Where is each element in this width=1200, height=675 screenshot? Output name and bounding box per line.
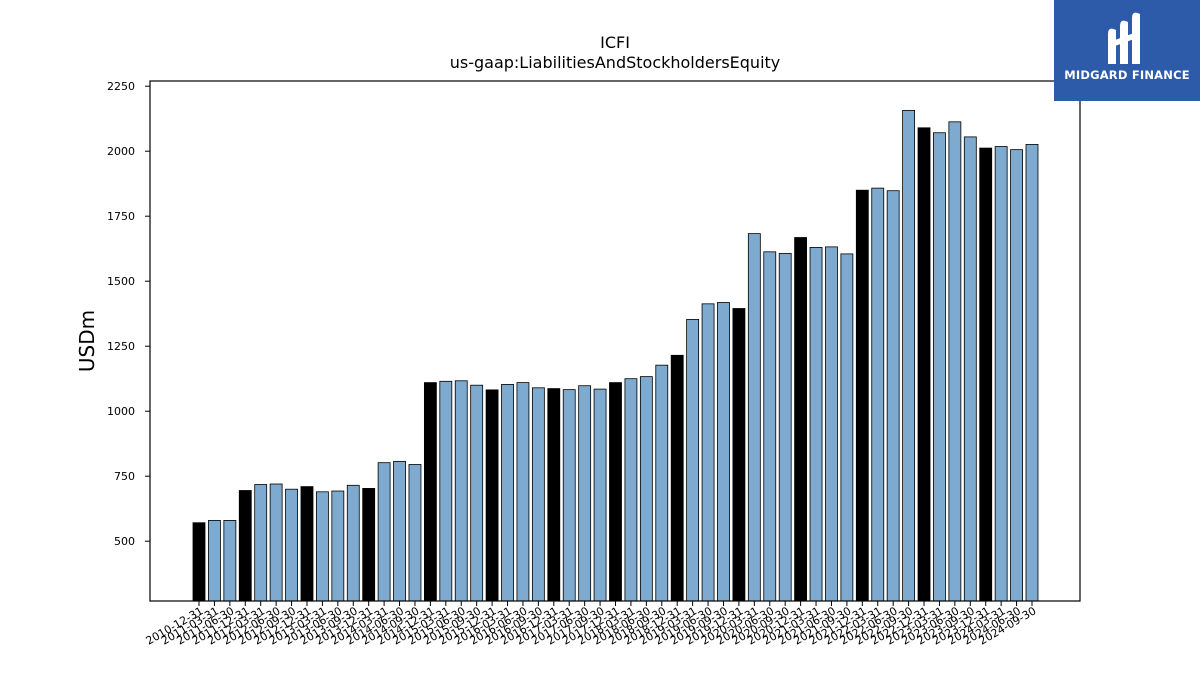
bar-2022-03-31 xyxy=(871,187,885,602)
bar-2015-03-31 xyxy=(439,380,453,602)
bar-2020-06-30 xyxy=(763,251,777,602)
bar-2018-12-31 xyxy=(670,354,684,602)
bar-2015-06-30 xyxy=(454,380,468,602)
bar-2024-09-30 xyxy=(1025,144,1039,602)
midgard-finance-logo: MIDGARD FINANCE xyxy=(1054,0,1200,101)
bar-2014-09-30 xyxy=(408,464,422,602)
bar-2019-09-30 xyxy=(717,302,730,602)
bar-2012-09-30 xyxy=(285,488,298,602)
bar-2017-09-30 xyxy=(593,388,607,602)
chart-subtitle: us-gaap:LiabilitiesAndStockholdersEquity xyxy=(450,53,781,72)
bar-2019-06-30 xyxy=(701,303,715,602)
bar-2023-12-31 xyxy=(979,147,993,602)
bar-2012-03-31 xyxy=(254,484,268,602)
bar-2013-06-30 xyxy=(331,490,345,602)
bar-2019-03-31 xyxy=(686,319,700,602)
bar-2021-12-31 xyxy=(855,189,869,602)
bar-2021-06-30 xyxy=(825,246,838,602)
bar-2021-09-30 xyxy=(840,253,854,602)
bar-2019-12-31 xyxy=(732,308,746,602)
bar-2014-12-31 xyxy=(423,382,437,602)
y-tick-label: 1500 xyxy=(107,275,135,288)
bar-2022-06-30 xyxy=(886,190,900,602)
y-tick-label: 1000 xyxy=(107,405,135,418)
bar-2016-06-30 xyxy=(516,382,530,602)
bar-2017-03-31 xyxy=(562,389,576,602)
bar-2014-06-30 xyxy=(393,460,406,602)
bar-2018-06-30 xyxy=(639,376,653,602)
bar-2014-03-31 xyxy=(377,462,391,602)
y-tick-label: 500 xyxy=(114,535,135,548)
bar-2012-12-31 xyxy=(300,486,314,602)
bar-2021-03-31 xyxy=(809,246,823,602)
bar-2018-09-30 xyxy=(655,364,669,602)
bar-2012-06-30 xyxy=(269,483,283,602)
bar-2011-06-30 xyxy=(223,520,237,602)
bar-2018-03-31 xyxy=(624,378,638,602)
bar-2020-03-31 xyxy=(747,233,761,602)
bar-2013-12-31 xyxy=(362,488,376,602)
bar-2013-09-30 xyxy=(346,484,360,602)
bar-2023-03-31 xyxy=(933,132,946,602)
bar-2024-06-30 xyxy=(1010,149,1023,602)
bar-2020-09-30 xyxy=(778,252,792,602)
bar-2013-03-31 xyxy=(316,491,329,602)
chart-title: ICFI xyxy=(600,33,630,52)
bar-2023-06-30 xyxy=(948,121,962,602)
midgard-logo-icon xyxy=(1108,12,1140,65)
y-axis: 500 750 1000 1250 1500 1750 2000 2250 xyxy=(107,80,150,548)
y-tick-label: 2250 xyxy=(107,80,135,93)
y-tick-label: 1250 xyxy=(107,340,135,353)
bar-2023-09-30 xyxy=(963,136,977,602)
bar-2016-03-31 xyxy=(501,384,514,602)
bar-group xyxy=(192,109,1039,602)
y-tick-label: 750 xyxy=(114,470,135,483)
bar-2020-12-31 xyxy=(794,237,808,602)
bar-2022-09-30 xyxy=(902,109,915,602)
y-axis-label: USDm xyxy=(75,310,99,372)
y-tick-label: 2000 xyxy=(107,145,135,158)
bar-2017-12-31 xyxy=(609,382,622,602)
bar-2017-06-30 xyxy=(578,385,592,602)
bar-2016-09-30 xyxy=(531,387,545,602)
bar-2011-12-31 xyxy=(238,490,252,602)
bar-2010-12-31 xyxy=(192,522,206,602)
bar-2022-12-31 xyxy=(917,127,931,602)
x-axis: 2010-12-312011-03-312011-06-302011-12-31… xyxy=(144,601,1039,648)
y-tick-label: 1750 xyxy=(107,210,135,223)
logo-text: MIDGARD FINANCE xyxy=(1064,68,1190,82)
bar-2015-12-31 xyxy=(485,389,499,602)
bar-2015-09-30 xyxy=(470,384,484,602)
bar-2011-03-31 xyxy=(208,520,221,602)
plot-frame xyxy=(149,80,1081,602)
bar-2024-03-31 xyxy=(994,146,1008,602)
bar-2016-12-31 xyxy=(547,388,561,602)
